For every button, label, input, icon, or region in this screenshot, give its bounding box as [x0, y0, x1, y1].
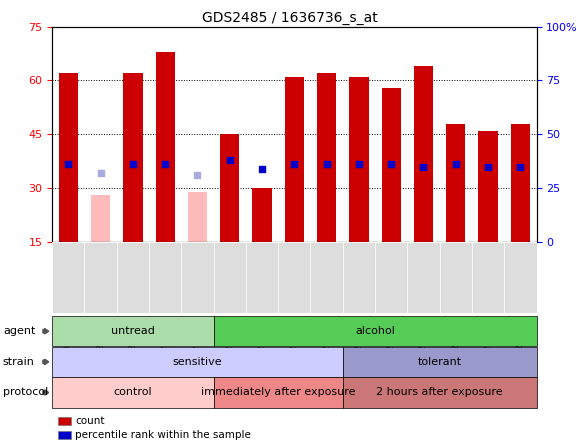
Text: untread: untread	[111, 326, 155, 336]
Bar	[478, 131, 498, 242]
Bar	[149, 242, 182, 313]
Bar	[85, 242, 117, 313]
Text: percentile rank within the sample: percentile rank within the sample	[75, 430, 251, 440]
Bar	[472, 242, 504, 313]
Bar	[117, 242, 149, 313]
Point	[96, 170, 106, 177]
Point	[225, 157, 234, 164]
Text: sensitive: sensitive	[173, 357, 222, 367]
Bar	[349, 77, 369, 242]
Bar	[182, 242, 213, 313]
Bar	[440, 242, 472, 313]
Text: count: count	[75, 416, 105, 426]
Bar	[446, 123, 466, 242]
Bar	[510, 123, 530, 242]
Bar	[213, 242, 246, 313]
Point	[451, 161, 461, 168]
Bar	[246, 242, 278, 313]
Text: alcohol: alcohol	[355, 326, 395, 336]
Text: 2 hours after exposure: 2 hours after exposure	[376, 388, 503, 397]
Bar	[91, 195, 110, 242]
Bar	[285, 77, 304, 242]
Point	[484, 163, 493, 170]
Text: tolerant: tolerant	[418, 357, 462, 367]
Bar	[504, 242, 536, 313]
Bar	[317, 73, 336, 242]
Point	[419, 163, 428, 170]
Bar	[123, 73, 143, 242]
Bar	[220, 135, 240, 242]
Bar	[59, 73, 78, 242]
Bar	[375, 242, 407, 313]
Text: control: control	[114, 388, 152, 397]
Point	[354, 161, 364, 168]
Bar	[414, 66, 433, 242]
Point	[387, 161, 396, 168]
Bar	[382, 87, 401, 242]
Bar	[52, 242, 85, 313]
Point	[161, 161, 170, 168]
Bar	[278, 242, 310, 313]
Text: protocol: protocol	[3, 388, 48, 397]
Text: agent: agent	[3, 326, 35, 336]
Point	[193, 172, 202, 179]
Bar	[310, 242, 343, 313]
Bar	[155, 52, 175, 242]
Point	[290, 161, 299, 168]
Bar	[407, 242, 440, 313]
Bar	[188, 192, 207, 242]
Point	[64, 161, 73, 168]
Text: immediately after exposure: immediately after exposure	[201, 388, 356, 397]
Bar	[252, 188, 272, 242]
Point	[322, 161, 331, 168]
Point	[258, 165, 267, 172]
Text: strain: strain	[3, 357, 35, 367]
Point	[516, 163, 525, 170]
Point	[128, 161, 137, 168]
Bar	[343, 242, 375, 313]
Text: GDS2485 / 1636736_s_at: GDS2485 / 1636736_s_at	[202, 11, 378, 25]
